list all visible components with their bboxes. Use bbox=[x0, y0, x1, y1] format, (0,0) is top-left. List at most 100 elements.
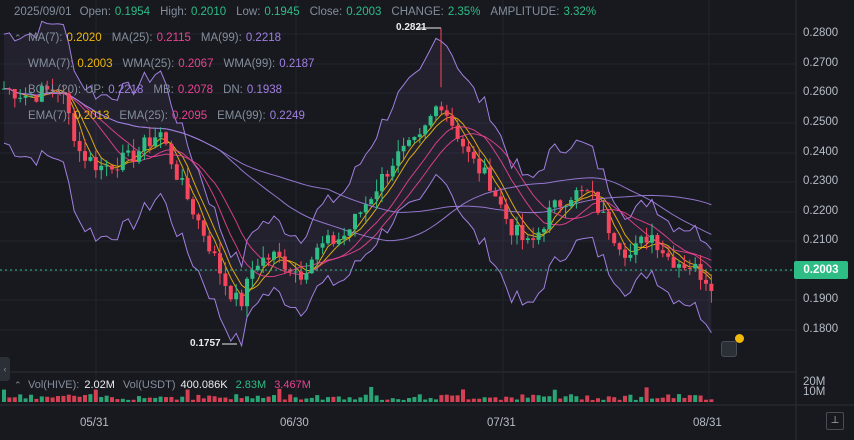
price-tick-label: 0.2800 bbox=[803, 27, 839, 39]
price-tick-label: 0.2700 bbox=[803, 57, 839, 69]
volume-bar bbox=[509, 397, 514, 402]
volume-bar bbox=[660, 397, 665, 402]
candle-body bbox=[682, 264, 687, 269]
vol-hive-label: Vol(HIVE): bbox=[28, 379, 80, 391]
candle-body bbox=[536, 232, 541, 240]
candle-body bbox=[261, 257, 266, 266]
candle-body bbox=[7, 88, 12, 90]
candle-body bbox=[493, 190, 498, 197]
volume-bar bbox=[585, 395, 590, 402]
volume-indicator-row[interactable]: ⌃ Vol(HIVE): 2.02M Vol(USDT) 400.086K 2.… bbox=[14, 379, 319, 391]
candle-body bbox=[407, 140, 411, 146]
volume-bar bbox=[536, 395, 541, 402]
candle-body bbox=[471, 151, 476, 159]
volume-bar bbox=[277, 388, 282, 402]
volume-bar bbox=[50, 397, 55, 402]
candle-body bbox=[552, 200, 557, 208]
candle-body bbox=[23, 95, 28, 98]
candle-body bbox=[255, 265, 260, 271]
volume-bar bbox=[374, 395, 379, 402]
volume-bar bbox=[455, 395, 460, 402]
time-tick-label: 07/31 bbox=[487, 417, 516, 429]
ma-indicator-row[interactable]: ⌃ MA(7): 0.2020 MA(25): 0.2115 MA(99): 0… bbox=[14, 32, 291, 44]
candle-body bbox=[131, 150, 136, 162]
candle-body bbox=[164, 132, 168, 144]
candle-body bbox=[660, 250, 665, 254]
volume-bar bbox=[174, 399, 179, 402]
measure-icon[interactable]: ⊥ bbox=[826, 412, 844, 430]
chevron-left-icon[interactable]: ‹ bbox=[0, 357, 10, 381]
candle-body bbox=[455, 125, 460, 139]
candle-body bbox=[266, 257, 271, 260]
ema-indicator-row[interactable]: EMA(7): 0.2013 EMA(25): 0.2095 EMA(99): … bbox=[14, 110, 315, 122]
candle-body bbox=[223, 273, 228, 286]
wma-indicator-row[interactable]: WMA(7): 0.2003 WMA(25): 0.2067 WMA(99): … bbox=[14, 58, 324, 70]
volume-bar bbox=[336, 396, 341, 402]
price-tick-label: 0.2200 bbox=[803, 205, 839, 217]
note-icon[interactable] bbox=[721, 341, 737, 357]
price-tick-label: 0.2100 bbox=[803, 234, 839, 246]
collapse-icon[interactable]: ⌃ bbox=[14, 32, 22, 43]
candle-body bbox=[77, 141, 82, 152]
candle-body bbox=[342, 235, 347, 240]
candle-body bbox=[434, 106, 438, 117]
volume-bar bbox=[66, 394, 71, 402]
candle-body bbox=[606, 211, 611, 234]
vol-usdt-value: 400.086K bbox=[180, 379, 228, 391]
vol-hive-value: 2.02M bbox=[84, 379, 115, 391]
boll-label: BOLL(20): bbox=[28, 84, 82, 96]
candle-body bbox=[180, 178, 185, 180]
volume-bar bbox=[617, 399, 622, 402]
candle-body bbox=[574, 190, 579, 200]
volume-bar bbox=[261, 397, 266, 402]
volume-bar bbox=[558, 398, 563, 402]
ma25-label: MA(25): bbox=[111, 32, 153, 44]
volume-bar bbox=[93, 389, 98, 402]
volume-bar bbox=[223, 397, 228, 402]
volume-bar bbox=[326, 397, 330, 402]
vol-axis-bottom: 10M bbox=[803, 386, 826, 398]
wma99-value: 0.2187 bbox=[279, 58, 315, 70]
volume-bar bbox=[137, 396, 141, 402]
candle-body bbox=[293, 271, 298, 273]
volume-bar bbox=[531, 394, 536, 402]
volume-bar bbox=[110, 397, 114, 402]
header-date: 2025/09/01 bbox=[14, 6, 72, 18]
boll-indicator-row[interactable]: BOLL(20): UP: 0.2218 MB: 0.2078 DN: 0.19… bbox=[14, 84, 292, 96]
candle-body bbox=[326, 235, 330, 244]
candle-body bbox=[644, 236, 649, 243]
candle-body bbox=[137, 151, 141, 162]
candle-body bbox=[477, 158, 482, 174]
candle-body bbox=[61, 91, 66, 94]
volume-bar bbox=[552, 389, 557, 402]
close-label: Close: bbox=[309, 6, 343, 18]
candle-body bbox=[428, 116, 433, 126]
volume-bar bbox=[164, 397, 168, 402]
ma99-label: MA(99): bbox=[200, 32, 242, 44]
candle-body bbox=[39, 85, 44, 102]
volume-collapse-icon[interactable]: ⌃ bbox=[14, 379, 22, 390]
volume-bar bbox=[498, 399, 503, 402]
candle-body bbox=[104, 165, 109, 167]
candle-body bbox=[272, 251, 276, 260]
volume-bar bbox=[250, 398, 255, 402]
volume-bar bbox=[423, 399, 428, 402]
candle-body bbox=[34, 95, 39, 102]
volume-bar bbox=[477, 398, 482, 402]
candle-body bbox=[363, 204, 368, 213]
candle-body bbox=[18, 97, 23, 99]
candle-body bbox=[358, 212, 363, 214]
price-tick-label: 0.2600 bbox=[803, 86, 839, 98]
volume-bar bbox=[99, 396, 104, 402]
candle-body bbox=[309, 259, 314, 274]
volume-bar bbox=[633, 399, 638, 402]
volume-bar bbox=[88, 394, 93, 402]
volume-bar bbox=[342, 399, 347, 402]
candle-body bbox=[29, 95, 33, 97]
volume-bar bbox=[698, 395, 703, 402]
ma7-label: MA(7): bbox=[28, 32, 63, 44]
amplitude-label: AMPLITUDE: bbox=[490, 6, 560, 18]
volume-bar bbox=[639, 396, 644, 402]
